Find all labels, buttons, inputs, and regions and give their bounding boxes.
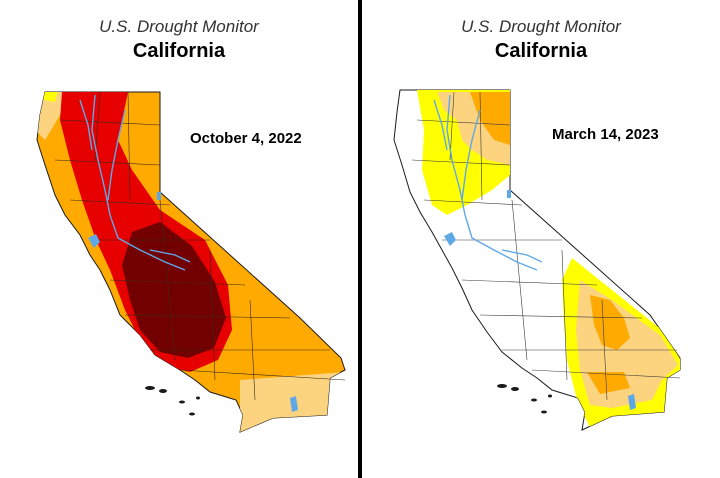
panel-divider — [358, 0, 362, 478]
bay-area-water — [444, 232, 456, 246]
d2-region-southeast — [590, 295, 630, 350]
map-title: California — [132, 40, 226, 62]
map-date: October 4, 2022 — [190, 130, 302, 147]
lake-tahoe — [507, 190, 511, 198]
map-date: March 14, 2023 — [552, 126, 659, 143]
d4-exceptional-drought-region — [122, 222, 226, 358]
channel-islands — [145, 386, 200, 416]
rivers — [79, 94, 191, 271]
salton-sea — [628, 394, 636, 410]
salton-sea — [290, 396, 298, 412]
california-drought-map-oct-2022 — [36, 91, 346, 433]
bay-area-water — [88, 234, 100, 248]
map-subtitle: U.S. Drought Monitor — [99, 17, 259, 36]
d2-region-south — [587, 372, 630, 394]
channel-islands — [497, 384, 552, 414]
rivers — [433, 94, 543, 271]
drought-map-panel-october-2022: U.S. Drought Monitor California — [0, 0, 358, 478]
drought-map-panel-march-2023: U.S. Drought Monitor California — [362, 0, 720, 478]
lake-tahoe — [157, 192, 161, 200]
d0-region-north-tip — [42, 92, 58, 102]
map-title: California — [494, 40, 588, 62]
california-drought-map-mar-2023 — [393, 89, 681, 431]
county-lines — [411, 91, 681, 401]
map-subtitle: U.S. Drought Monitor — [461, 17, 621, 36]
county-lines — [54, 91, 346, 401]
